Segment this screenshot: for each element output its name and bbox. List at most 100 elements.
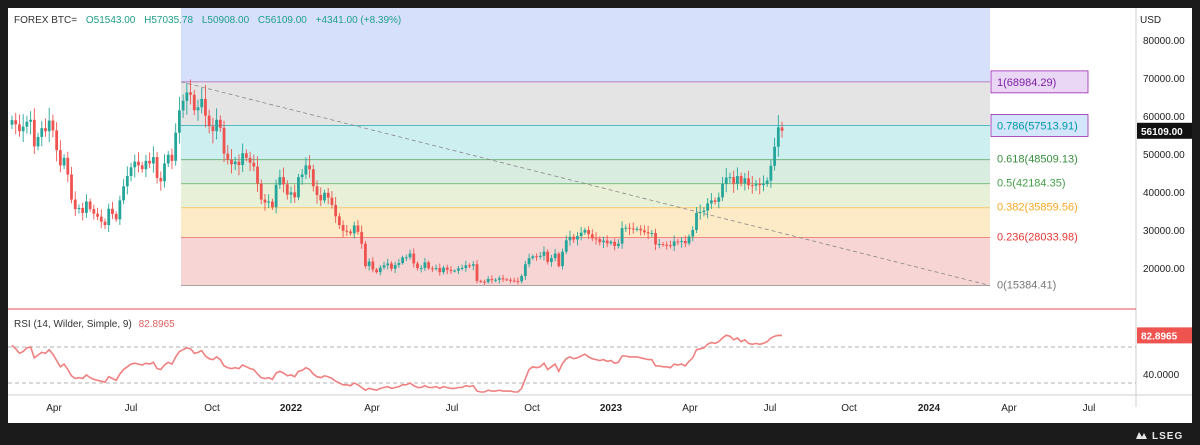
fib-level-label: 0(15384.41) (997, 280, 1056, 292)
candle-body (661, 244, 665, 246)
candle-body (743, 178, 747, 184)
candle-body (334, 204, 338, 217)
fib-level-label: 1(68984.29) (997, 77, 1056, 89)
candle-body (564, 240, 568, 252)
candle-body (401, 257, 404, 264)
candle-body (550, 258, 553, 262)
candle-body (464, 265, 468, 268)
candle-body (486, 279, 490, 283)
candle-body (151, 157, 155, 164)
candle-body (483, 281, 486, 283)
candle-body (736, 176, 739, 184)
candle-body (776, 127, 780, 147)
chart-svg[interactable]: 1(68984.29) 0.786(57513.91) 0.618(48509.13… (8, 8, 1192, 423)
fib-zone (181, 81, 990, 126)
candle-body (572, 236, 576, 240)
price-tick-label: 70000.00 (1143, 74, 1185, 85)
candle-body (77, 207, 81, 210)
candle-body (21, 126, 25, 132)
candle-body (14, 120, 18, 125)
rsi-label: RSI (14, Wilder, Simple, 9) (14, 319, 132, 330)
low-value: L50908.00 (201, 15, 250, 26)
candle-body (535, 256, 538, 258)
price-tick-label: 50000.00 (1143, 150, 1185, 161)
change-value: +4341.00 (+8.39%) (315, 15, 402, 26)
candle-body (300, 174, 304, 178)
candle-body (204, 98, 207, 116)
candle-body (728, 177, 732, 179)
candle-body (92, 209, 96, 214)
candle-body (453, 270, 457, 272)
candle-body (378, 267, 382, 273)
candle-body (721, 184, 724, 198)
candle-body (390, 263, 393, 269)
fib-trend-line (180, 81, 991, 286)
time-tick-label: Jul (125, 403, 138, 414)
candle-body (698, 212, 702, 214)
candle-body (523, 264, 527, 276)
currency-label: USD (1140, 15, 1162, 26)
candle-body (442, 267, 445, 273)
fib-level-label: 0.618(48509.13) (997, 154, 1078, 166)
candle-body (371, 261, 375, 270)
candle-body (434, 268, 438, 269)
candle-body (695, 212, 698, 230)
candle-body (40, 128, 44, 137)
candle-body (196, 107, 200, 111)
candle-body (475, 264, 479, 281)
candle-body (237, 161, 241, 166)
candle-body (676, 241, 680, 243)
candle-body (598, 239, 602, 243)
candle-body (51, 120, 55, 131)
candle-body (18, 124, 21, 132)
candle-body (449, 269, 453, 272)
candle-body (683, 241, 687, 244)
candle-body (501, 278, 505, 280)
candle-body (397, 263, 401, 265)
candle-body (267, 201, 271, 203)
candle-body (382, 265, 386, 268)
open-value: O51543.00 (85, 15, 136, 26)
candle-body (293, 192, 297, 198)
candle-body (687, 236, 691, 244)
candle-body (274, 184, 278, 208)
last-price-label: 56109.00 (1141, 127, 1183, 138)
fib-zone (181, 207, 990, 238)
candle-body (367, 261, 371, 267)
candle-body (613, 241, 617, 246)
candle-body (520, 275, 524, 282)
candle-body (282, 177, 285, 185)
candle-body (423, 262, 427, 268)
candle-body (750, 185, 754, 187)
candle-body (546, 251, 550, 262)
candle-body (315, 186, 319, 196)
candle-body (129, 167, 133, 177)
fib-level-label: 0.236(28033.98) (997, 231, 1078, 243)
candle-body (386, 263, 390, 266)
candle-body (408, 253, 412, 258)
time-tick-label: Apr (46, 403, 62, 414)
candle-body (192, 94, 196, 111)
candle-body (352, 225, 356, 234)
candle-body (646, 232, 650, 234)
brand-label: LSEG (1152, 431, 1184, 442)
candle-body (635, 228, 639, 230)
candle-body (650, 233, 654, 235)
candle-body (713, 200, 717, 202)
candle-body (512, 280, 516, 282)
candle-body (479, 280, 483, 282)
candle-body (241, 153, 245, 166)
candle-body (233, 161, 237, 165)
candle-body (10, 120, 14, 125)
candle-body (739, 176, 743, 184)
candle-body (211, 126, 215, 132)
candle-body (337, 216, 341, 226)
candle-body (174, 132, 178, 161)
price-tick-label: 60000.00 (1143, 112, 1185, 123)
candle-body (616, 243, 620, 246)
candle-body (244, 153, 248, 158)
rsi-line (11, 334, 783, 393)
price-tick-label: 20000.00 (1143, 264, 1185, 275)
candle-body (624, 227, 628, 229)
candle-body (375, 269, 378, 273)
